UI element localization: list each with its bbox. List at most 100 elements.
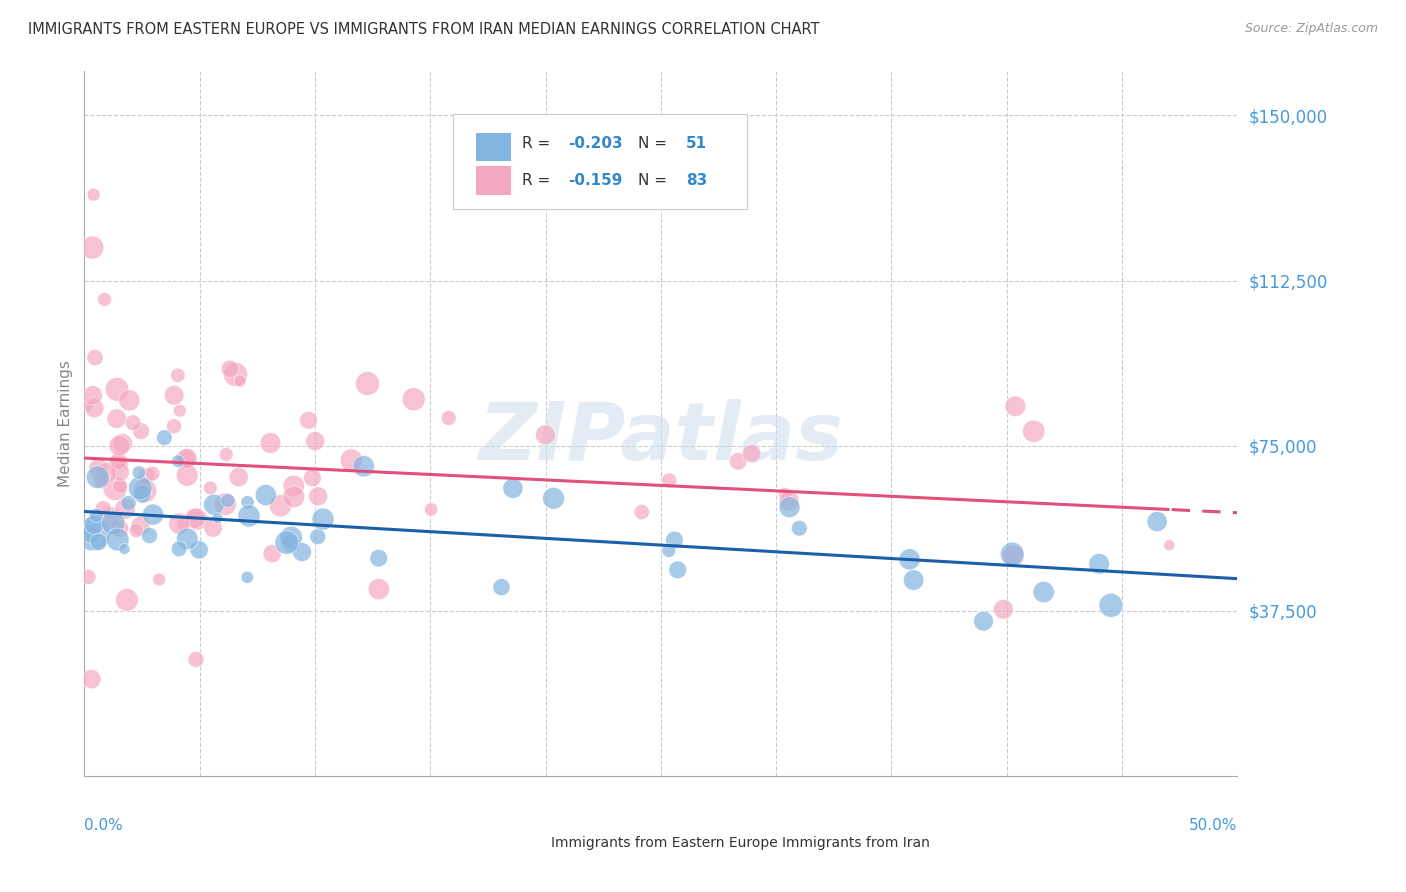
Point — [101, 516, 124, 530]
Text: IMMIGRANTS FROM EASTERN EUROPE VS IMMIGRANTS FROM IRAN MEDIAN EARNINGS CORRELATI: IMMIGRANTS FROM EASTERN EUROPE VS IMMIGR… — [28, 22, 820, 37]
Point — [1022, 424, 1045, 438]
Point — [105, 456, 128, 470]
Text: N =: N = — [638, 136, 672, 152]
Point — [83, 187, 105, 202]
Y-axis label: Median Earnings: Median Earnings — [58, 360, 73, 487]
FancyBboxPatch shape — [477, 167, 510, 194]
Point — [169, 403, 191, 417]
Point — [128, 466, 150, 480]
Point — [1146, 515, 1168, 529]
Text: Immigrants from Iran: Immigrants from Iran — [782, 836, 929, 850]
Point — [107, 533, 129, 547]
Point — [259, 436, 281, 450]
Point — [87, 461, 110, 475]
Point — [666, 563, 689, 577]
Point — [356, 376, 378, 391]
Point — [172, 517, 194, 532]
Point — [80, 672, 103, 686]
Point — [163, 388, 186, 402]
Point — [129, 481, 152, 495]
Point — [778, 493, 800, 508]
Point — [1001, 547, 1024, 561]
Point — [727, 454, 749, 468]
Point — [283, 490, 305, 504]
Point — [903, 573, 925, 587]
Point — [91, 501, 114, 516]
Point — [176, 468, 198, 483]
Text: Immigrants from Eastern Europe: Immigrants from Eastern Europe — [551, 836, 778, 850]
Point — [163, 419, 186, 434]
Point — [215, 447, 238, 461]
Point — [129, 424, 152, 438]
Point — [188, 542, 211, 557]
Point — [787, 521, 810, 535]
Point — [207, 511, 229, 525]
Point — [543, 491, 565, 506]
Point — [87, 534, 110, 549]
Point — [534, 427, 557, 442]
Point — [402, 392, 425, 407]
Point — [304, 434, 326, 449]
Point — [658, 543, 681, 558]
Point — [229, 374, 252, 388]
Point — [312, 512, 335, 526]
Text: 0.0%: 0.0% — [84, 818, 124, 833]
Point — [254, 488, 277, 502]
Point — [214, 497, 236, 511]
Point — [176, 451, 198, 466]
Point — [141, 467, 163, 481]
Point — [276, 535, 298, 549]
Point — [134, 483, 156, 498]
Point — [502, 481, 524, 495]
Point — [972, 614, 994, 628]
Point — [117, 496, 139, 510]
Point — [219, 362, 242, 376]
Point — [142, 508, 165, 522]
Point — [112, 542, 135, 557]
Point — [236, 570, 259, 584]
Point — [118, 393, 141, 408]
Point — [1099, 599, 1122, 613]
Point — [307, 489, 329, 503]
Point — [105, 382, 128, 396]
Point — [202, 498, 225, 512]
Point — [111, 458, 134, 472]
Point — [83, 517, 105, 532]
Point — [340, 453, 363, 467]
Point — [779, 500, 801, 515]
Text: N =: N = — [638, 173, 672, 188]
Point — [200, 481, 222, 495]
Point — [630, 505, 652, 519]
Point — [77, 399, 100, 413]
Point — [174, 451, 197, 466]
Point — [184, 652, 207, 666]
Point — [176, 532, 198, 546]
Point — [301, 471, 323, 485]
Point — [129, 519, 152, 533]
Point — [93, 293, 115, 307]
Point — [138, 528, 160, 542]
Point — [77, 570, 100, 584]
Point — [224, 368, 246, 382]
Point — [83, 401, 105, 416]
Point — [98, 510, 121, 524]
Point — [664, 533, 686, 547]
Point — [238, 508, 260, 523]
Point — [367, 551, 389, 566]
Point — [741, 447, 763, 461]
Point — [122, 416, 145, 430]
Point — [1004, 399, 1026, 413]
Point — [1002, 549, 1025, 563]
Point — [148, 573, 170, 587]
Text: 83: 83 — [686, 173, 707, 188]
Point — [115, 593, 138, 607]
Point — [114, 502, 136, 516]
Point — [169, 516, 191, 531]
Point — [108, 465, 131, 479]
Point — [1159, 538, 1181, 552]
Point — [773, 487, 796, 501]
Point — [186, 512, 208, 526]
FancyBboxPatch shape — [505, 829, 540, 857]
Point — [104, 482, 127, 496]
Point — [898, 552, 921, 566]
